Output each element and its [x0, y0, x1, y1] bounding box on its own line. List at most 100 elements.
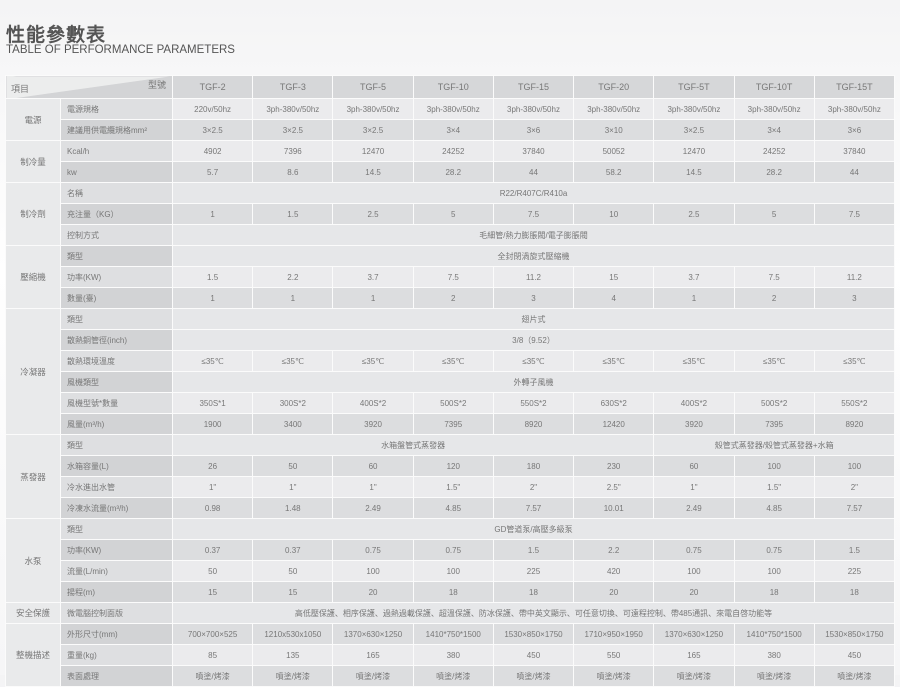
table-cell: 14.5 — [332, 161, 414, 183]
table-row: 制冷劑 名稱 R22/R407C/R410a — [5, 182, 895, 246]
table-cell: 1530×850×1750 — [492, 623, 575, 645]
table-cell: 0.37 — [171, 539, 254, 561]
row-label: kw — [60, 161, 173, 183]
table-cell: 3 — [813, 287, 896, 309]
table-cell: 220v/50hz — [171, 98, 254, 120]
table-cell: 10 — [573, 203, 655, 225]
table-cell: 5 — [733, 203, 815, 225]
row-label: 類型 — [60, 308, 173, 330]
table-cell: 噴塗/烤漆 — [252, 665, 334, 687]
table-row: 安全保護 微電腦控制面版 高低壓保護、相序保護、過熱過載保護、超溫保護、防冰保護、帶… — [5, 602, 895, 624]
table-row: 水泵 類型 GD管道泵/高壓多級泵 — [5, 518, 895, 603]
model-column-header: TGF-20 — [573, 75, 655, 99]
table-cell: 2 — [412, 287, 494, 309]
merged-cell: 外轉子風機 — [172, 371, 895, 393]
table-cell: ≤35℃ — [733, 350, 815, 372]
table-cell: 100 — [733, 455, 815, 477]
row-label: 揚程(m) — [60, 581, 173, 603]
table-cell: 3×4 — [733, 119, 815, 141]
group-label: 壓縮機 — [5, 245, 61, 309]
table-cell: 20 — [653, 581, 735, 603]
table-cell: 2.5" — [573, 476, 655, 498]
table-cell: 12470 — [332, 140, 414, 162]
table-cell: 10.01 — [573, 497, 655, 519]
model-column-header: TGF-3 — [252, 75, 334, 99]
table-row: kw 5.7 8.6 14.5 28.2 44 58.2 14.5 28.2 44 — [6, 161, 896, 183]
table-cell: 1" — [171, 476, 254, 498]
row-label: 類型 — [60, 245, 173, 267]
table-cell: 165 — [653, 644, 735, 666]
table-cell: 7395 — [412, 413, 494, 435]
table-cell: 1.5 — [813, 539, 896, 561]
table-cell: 5.7 — [171, 161, 254, 183]
table-cell: 135 — [252, 644, 334, 666]
group-label: 安全保護 — [5, 602, 61, 624]
table-row: 蒸發器 類型 水箱盤管式蒸發器 殼管式蒸發器/殼管式蒸發器+水箱 — [5, 434, 895, 519]
table-row: 流量(L/min) 50 50 100 100 225 420 100 100 225 — [6, 560, 896, 582]
table-cell: 15 — [171, 581, 254, 603]
table-cell: 3ph-380v/50hz — [332, 98, 414, 120]
table-cell: 180 — [492, 455, 575, 477]
merged-cell: GD管道泵/高壓多級泵 — [172, 518, 895, 540]
row-label: 散熱環境溫度 — [60, 350, 173, 372]
table-cell: 1.5 — [252, 203, 334, 225]
table-row: 風量(m³/h) 1900 3400 3920 7395 8920 12420 3920 739… — [6, 413, 896, 435]
table-cell: 28.2 — [733, 161, 815, 183]
model-column-header: TGF-10T — [733, 75, 815, 99]
table-cell: 3ph-380v/50hz — [573, 98, 655, 120]
table-cell: 7.5 — [733, 266, 815, 288]
table-cell: 14.5 — [653, 161, 735, 183]
row-label: 名稱 — [60, 182, 173, 204]
row-label: Kcal/h — [60, 140, 173, 162]
table-cell: ≤35℃ — [412, 350, 494, 372]
table-row: 散熱環境溫度 ≤35℃ ≤35℃ ≤35℃ ≤35℃ ≤35℃ ≤35℃ ≤35℃ ≤35℃ ≤3… — [6, 350, 896, 372]
table-row: 重量(kg) 85 135 165 380 450 550 165 380 450 — [6, 644, 896, 666]
table-cell: 50 — [252, 560, 334, 582]
table-cell: 2.49 — [332, 497, 414, 519]
table-cell: 2.5 — [653, 203, 735, 225]
row-label: 功率(KW) — [60, 266, 173, 288]
table-cell: 3×2.5 — [332, 119, 414, 141]
table-cell: 2.2 — [252, 266, 334, 288]
table-cell: 3×6 — [813, 119, 896, 141]
table-cell: 15 — [573, 266, 655, 288]
table-cell: 1.5 — [171, 266, 254, 288]
table-row: 表面處理 噴塗/烤漆 噴塗/烤漆 噴塗/烤漆 噴塗/烤漆 噴塗/烤漆 噴塗/烤漆 噴塗/烤漆噴… — [6, 665, 896, 687]
table-cell: 500S*2 — [412, 392, 494, 414]
table-cell: 1 — [332, 287, 414, 309]
table-cell: 12420 — [573, 413, 655, 435]
table-cell: 20 — [573, 581, 655, 603]
table-cell: 3×4 — [412, 119, 494, 141]
table-row: 冷凍水流量(m³/h) 0.98 1.48 2.49 4.85 7.57 10.01 2.49… — [6, 497, 896, 519]
row-label: 外形尺寸(mm) — [60, 623, 173, 645]
table-cell: 50052 — [573, 140, 655, 162]
table-cell: 12470 — [653, 140, 735, 162]
table-cell: 0.37 — [252, 539, 334, 561]
table-cell: 噴塗/烤漆 — [412, 665, 494, 687]
table-row: 揚程(m) 15 15 20 18 18 20 20 18 18 — [6, 581, 896, 603]
row-label: 建議用供電纜規格mm² — [60, 119, 173, 141]
table-cell: 1 — [252, 287, 334, 309]
row-label: 控制方式 — [60, 224, 173, 246]
model-column-header: TGF-2 — [171, 75, 254, 99]
table-cell: 7.5 — [492, 203, 575, 225]
table-cell: ≤35℃ — [332, 350, 414, 372]
table-cell: ≤35℃ — [653, 350, 735, 372]
table-cell: 50 — [252, 455, 334, 477]
table-cell: 3 — [492, 287, 575, 309]
table-cell: 4.85 — [412, 497, 494, 519]
table-cell: 1370×630×1250 — [653, 623, 735, 645]
table-cell: 550S*2 — [813, 392, 896, 414]
table-row: 水箱容量(L) 26 50 60 120 180 230 60 100 100 — [6, 455, 896, 477]
group-label: 電源 — [5, 98, 61, 141]
table-row: 冷水進出水管 1" 1" 1" 1.5" 2" 2.5" 1" 1.5" 2" — [6, 476, 896, 498]
table-cell: 300S*2 — [252, 392, 334, 414]
table-cell: 18 — [813, 581, 896, 603]
table-cell: 2.5 — [332, 203, 414, 225]
table-cell: 450 — [492, 644, 575, 666]
table-cell: 1530×850×1750 — [813, 623, 896, 645]
table-row: 控制方式 毛細管/熱力膨脹閥/電子膨脹閥 — [6, 224, 895, 246]
table-cell: 225 — [492, 560, 575, 582]
table-cell: 165 — [332, 644, 414, 666]
table-cell: ≤35℃ — [492, 350, 575, 372]
